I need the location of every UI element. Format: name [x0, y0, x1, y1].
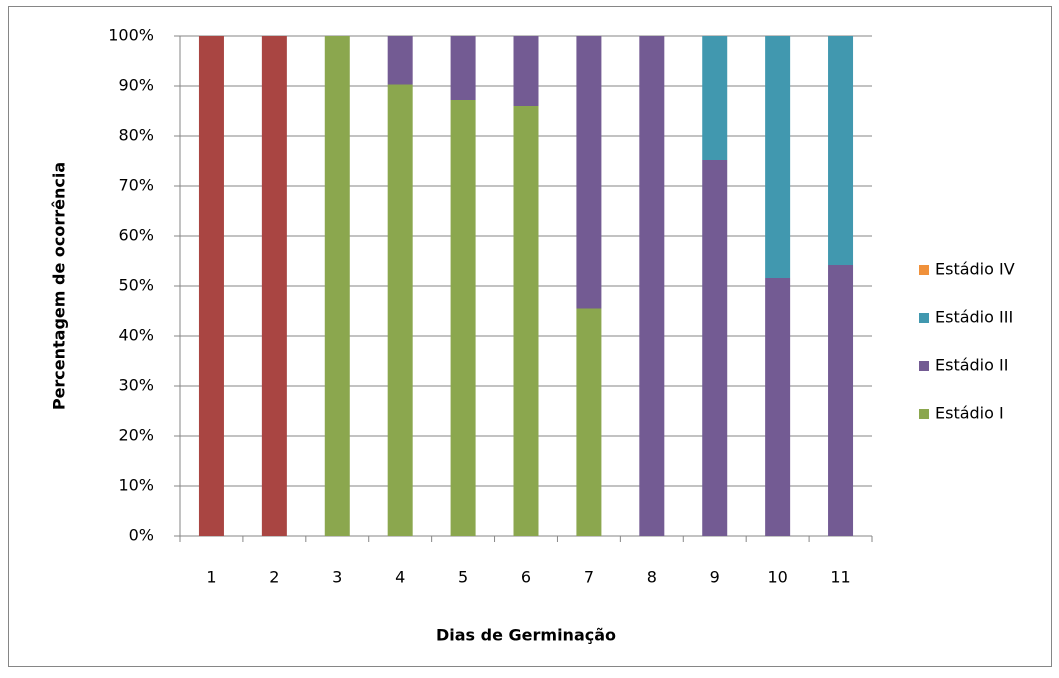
- y-tick-label: 70%: [118, 176, 154, 195]
- x-tick-label: 6: [521, 568, 531, 587]
- y-tick-label: 60%: [118, 226, 154, 245]
- y-tick-label: 20%: [118, 426, 154, 445]
- y-tick-label: 40%: [118, 326, 154, 345]
- x-tick-label: 9: [710, 568, 720, 587]
- bar-segment: [828, 265, 854, 536]
- bar-segment: [261, 36, 287, 536]
- bar-segment: [576, 36, 602, 309]
- x-tick-label: 4: [395, 568, 405, 587]
- legend-label: Estádio IV: [935, 260, 1015, 279]
- y-tick-label: 80%: [118, 126, 154, 145]
- x-tick-label: 11: [830, 568, 850, 587]
- bar-segment: [513, 106, 539, 536]
- y-tick-label: 0%: [129, 526, 154, 545]
- bar-segment: [702, 36, 728, 160]
- x-tick-label: 10: [767, 568, 787, 587]
- x-tick-label: 2: [269, 568, 279, 587]
- y-tick-label: 30%: [118, 376, 154, 395]
- bar-segment: [387, 36, 413, 85]
- bar-segment: [639, 36, 665, 536]
- bar-segment: [576, 308, 602, 536]
- bar-segment: [765, 278, 791, 536]
- y-tick-label: 100%: [108, 26, 154, 45]
- y-tick-label: 50%: [118, 276, 154, 295]
- bar-segment: [450, 36, 476, 100]
- y-axis-title: Percentagem de ocorrência: [50, 162, 69, 410]
- bar-segment: [324, 36, 350, 536]
- legend-swatch: [919, 361, 929, 371]
- legend-label: Estádio III: [935, 308, 1013, 327]
- y-tick-label: 10%: [118, 476, 154, 495]
- legend-swatch: [919, 409, 929, 419]
- bar-segment: [450, 100, 476, 536]
- x-tick-label: 5: [458, 568, 468, 587]
- x-tick-label: 8: [647, 568, 657, 587]
- bar-segment: [513, 36, 539, 106]
- bar-segment: [387, 84, 413, 536]
- x-tick-label: 7: [584, 568, 594, 587]
- x-axis-title: Dias de Germinação: [436, 626, 616, 645]
- legend-label: Estádio II: [935, 356, 1008, 375]
- x-tick-label: 3: [332, 568, 342, 587]
- legend-swatch: [919, 313, 929, 323]
- bar-segment: [198, 36, 224, 536]
- legend-label: Estádio I: [935, 404, 1004, 423]
- y-tick-label: 90%: [118, 76, 154, 95]
- bar-segment: [702, 160, 728, 536]
- legend-swatch: [919, 265, 929, 275]
- bar-segment: [828, 36, 854, 265]
- bar-segment: [765, 36, 791, 278]
- x-tick-label: 1: [206, 568, 216, 587]
